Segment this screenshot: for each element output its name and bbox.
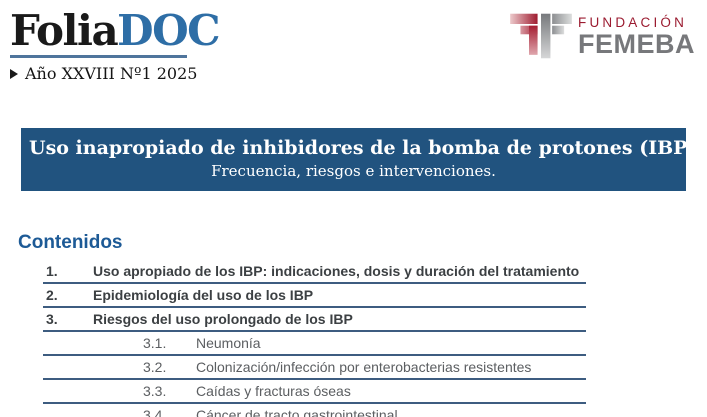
foliadoc-logo: FoliaDOC Año XXVIII Nº1 2025 (10, 10, 221, 83)
toc-item-label: Neumonía (196, 335, 261, 351)
toc-item-number: 1. (46, 263, 58, 279)
toc-item: 3.2. Colonización/infección por enterobac… (43, 356, 586, 380)
toc-list: 1. Uso apropiado de los IBP: indicaciones… (0, 260, 707, 417)
foliadoc-wordmark: FoliaDOC (10, 10, 221, 52)
toc-item-number: 3. (46, 311, 58, 327)
femeba-fundacion-label: FUNDACIÓN (578, 15, 688, 30)
masthead-rule (10, 55, 187, 58)
toc-item-number: 3.4. (143, 407, 167, 417)
toc-item-label: Riesgos del uso prolongado de los IBP (93, 311, 353, 327)
toc-item-label: Epidemiología del uso de los IBP (93, 287, 314, 303)
toc-item-label: Uso apropiado de los IBP: indicaciones, … (93, 263, 580, 279)
femeba-wordmark: FUNDACIÓN FEMEBA (578, 12, 695, 58)
contents-heading: Contenidos (18, 232, 123, 253)
triangle-bullet-icon (10, 68, 18, 79)
title-banner: Uso inapropiado de inhibidores de la bom… (21, 128, 697, 191)
foliadoc-wordmark-doc: DOC (117, 6, 220, 55)
toc-item: 2. Epidemiología del uso de los IBP (43, 284, 586, 308)
toc-item: 3. Riesgos del uso prolongado de los IBP (43, 308, 586, 332)
edition-label: Año XXVIII Nº1 2025 (25, 64, 198, 83)
toc-item: 1. Uso apropiado de los IBP: indicaciones… (43, 260, 586, 284)
document-subtitle: Frecuencia, riesgos e intervenciones. (211, 162, 496, 180)
document-title: Uso inapropiado de inhibidores de la bom… (29, 137, 697, 159)
masthead: FoliaDOC Año XXVIII Nº1 2025 (0, 0, 707, 92)
edition-line: Año XXVIII Nº1 2025 (10, 64, 219, 83)
femeba-logo: FUNDACIÓN FEMEBA (510, 12, 695, 60)
femeba-mark-icon (510, 13, 572, 59)
toc-item-label: Caídas y fracturas óseas (196, 383, 351, 399)
toc-item-number: 3.2. (143, 359, 167, 375)
toc-item-label: Colonización/infección por enterobacteri… (196, 359, 532, 375)
toc-item: 3.3. Caídas y fracturas óseas (43, 380, 586, 404)
toc-item-number: 3.3. (143, 383, 167, 399)
femeba-label: FEMEBA (578, 29, 695, 59)
toc-item-number: 3.1. (143, 335, 167, 351)
toc-item: 3.4. Cáncer de tracto gastrointestinal (43, 404, 586, 417)
toc-item-label: Cáncer de tracto gastrointestinal (196, 407, 398, 417)
foliadoc-wordmark-folia: Folia (10, 6, 119, 55)
toc-item: 3.1. Neumonía (43, 332, 586, 356)
toc-item-number: 2. (46, 287, 58, 303)
